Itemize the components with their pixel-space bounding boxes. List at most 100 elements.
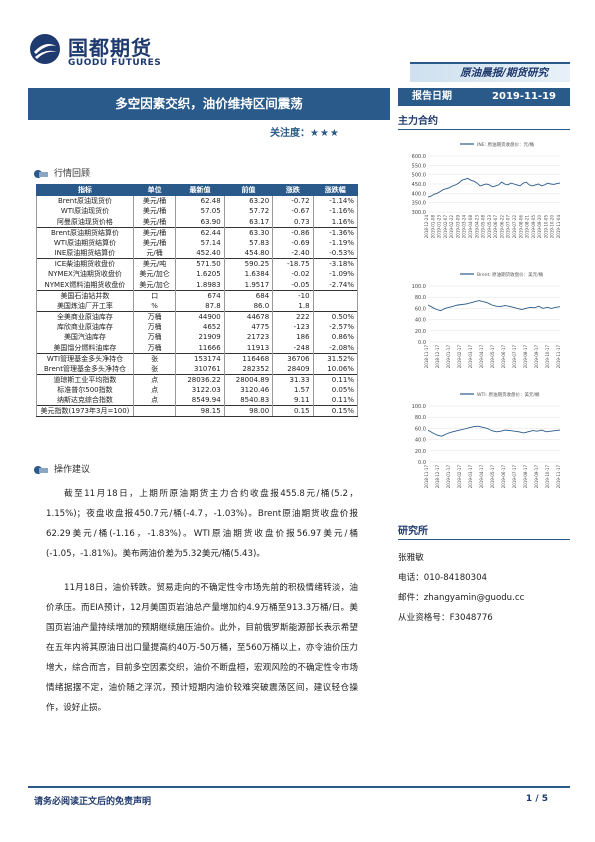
researcher-name: 张雅敏 bbox=[398, 553, 424, 563]
date-value: 2019-11-19 bbox=[492, 91, 556, 102]
y-tick-label: 20.0 bbox=[415, 449, 426, 455]
x-tick-label: 2018-11-17 bbox=[424, 465, 429, 489]
star-rating-icon: ★★★ bbox=[310, 128, 340, 139]
y-tick-label: 400.0 bbox=[412, 191, 426, 197]
table-cell-latest: 571.50 bbox=[175, 258, 225, 269]
x-tick-label: 2019-09-20 bbox=[537, 215, 542, 239]
logo-text-en: GUODU FUTURES bbox=[68, 58, 162, 68]
table-cell-name: 美国石油钻井数 bbox=[36, 289, 134, 301]
table-cell-pct: 0.86% bbox=[312, 332, 359, 343]
y-tick-label: 450.0 bbox=[412, 182, 426, 188]
table-row: WTI原油现货价 美元/桶 57.05 57.72 -0.67 -1.16% bbox=[36, 206, 359, 217]
table-cell-name: 纳斯达克综合指数 bbox=[36, 395, 134, 406]
table-cell-pct: -2.57% bbox=[312, 321, 359, 332]
table-cell-name: 全美商业原油库存 bbox=[36, 310, 134, 322]
table-cell-prev: 11913 bbox=[223, 342, 274, 353]
chart-ine-crude: INE: 原油期货收盘价：元/桶 600.0 550.0 500.0 450.0 400.… bbox=[402, 134, 568, 254]
table-cell-prev: 28004.89 bbox=[223, 373, 274, 385]
table-cell-unit: 美元/桶 bbox=[132, 226, 177, 238]
table-cell-prev: 63.30 bbox=[223, 226, 274, 238]
x-tick-label: 2019-09-05 bbox=[531, 215, 536, 239]
col-header: 最新值 bbox=[175, 184, 225, 196]
table-cell-prev: 98.00 bbox=[223, 405, 274, 417]
table-cell-unit: 美元/桶 bbox=[132, 216, 177, 227]
researcher-panel: 研究所 张雅敏 电话：010-84180304 邮件：zhangyamin@gu… bbox=[398, 522, 570, 628]
table-cell-change: -0.67 bbox=[272, 206, 314, 217]
x-tick-label: 2019-05-23 bbox=[487, 215, 492, 239]
table-cell-name: Brent原油现货价 bbox=[36, 195, 134, 206]
table-cell-latest: 1.8983 bbox=[175, 279, 225, 290]
table-cell-latest: 62.48 bbox=[175, 195, 225, 206]
x-tick-label: 2019-02-22 bbox=[449, 215, 454, 239]
report-type: 原油晨报/期货研究 bbox=[460, 67, 548, 79]
table-cell-name: 美国汽油库存 bbox=[36, 332, 134, 343]
table-cell-pct: 0.11% bbox=[312, 373, 359, 385]
table-cell-change: 31.33 bbox=[272, 373, 314, 385]
x-tick-label: 2019-03-09 bbox=[455, 215, 460, 239]
logo-mark-icon bbox=[30, 34, 60, 64]
x-tick-label: 2018-12-17 bbox=[435, 345, 440, 369]
y-tick-label: 40.0 bbox=[415, 318, 426, 324]
researcher-heading: 研究所 bbox=[398, 522, 570, 540]
legend-label: Brent: 原油期货收盘价：美元/桶 bbox=[477, 271, 544, 278]
table-row: INE原油期货结算价 元/桶 452.40 454.80 -2.40 -0.53% bbox=[36, 248, 359, 259]
y-tick-label: 350.0 bbox=[412, 201, 426, 207]
col-header: 涨跌 bbox=[272, 184, 314, 196]
table-cell-latest: 11666 bbox=[175, 342, 225, 353]
page-number: 1 / 5 bbox=[525, 794, 548, 804]
chart-brent-crude: Brent: 原油期货收盘价：美元/桶 100.0 80.0 60.0 40.0 20.0… bbox=[402, 264, 568, 384]
x-tick-label: 2019-10-05 bbox=[543, 215, 548, 239]
table-cell-prev: 4775 bbox=[223, 321, 274, 332]
x-tick-label: 2019-10-17 bbox=[545, 345, 550, 369]
table-cell-name: 美元指数(1973年3月=100) bbox=[36, 405, 134, 417]
table-cell-unit: 美元/吨 bbox=[132, 258, 177, 269]
disclaimer-note: 请务必阅读正文后的免责声明 bbox=[34, 797, 152, 807]
table-cell-prev: 8540.83 bbox=[223, 395, 274, 406]
table-cell-latest: 62.44 bbox=[175, 226, 225, 238]
paragraph-analysis: 11月18日，油价转跌。贸易走向的不确定性令市场先前的积极情绪转淡，油价承压。而… bbox=[46, 578, 358, 718]
y-tick-label: 40.0 bbox=[415, 438, 426, 444]
section-operation: 操作建议 bbox=[34, 462, 90, 475]
footer: 请务必阅读正文后的免责声明 1 / 5 bbox=[28, 786, 570, 807]
x-tick-label: 2019-05-17 bbox=[490, 465, 495, 489]
y-tick-label: 20.0 bbox=[415, 329, 426, 335]
table-cell-unit: 万桶 bbox=[132, 332, 177, 343]
table-cell-name: 库欣商业原油库存 bbox=[36, 321, 134, 332]
y-tick-label: 500.0 bbox=[412, 173, 426, 179]
table-cell-name: NYMEX燃料油期货收盘价 bbox=[36, 279, 134, 290]
x-tick-label: 2018-12-17 bbox=[435, 465, 440, 489]
table-cell-pct: 10.06% bbox=[312, 363, 359, 374]
table-cell-change: -0.86 bbox=[272, 226, 314, 238]
table-cell-unit: 万桶 bbox=[132, 321, 177, 332]
quote-table: 指标 单位 最新值 前值 涨跌 涨跌幅 Brent原油现货价 美元/桶 62.48 6… bbox=[36, 184, 359, 417]
x-tick-label: 2019-07-17 bbox=[512, 345, 517, 369]
section-title: 操作建议 bbox=[54, 465, 91, 475]
table-row: 阿曼原油现货价格 美元/桶 63.90 63.17 0.73 1.16% bbox=[36, 216, 359, 227]
table-cell-prev: 57.83 bbox=[223, 237, 274, 248]
table-cell-pct bbox=[312, 300, 359, 311]
x-tick-label: 2019-11-17 bbox=[556, 345, 561, 369]
table-cell-change: 28409 bbox=[272, 363, 314, 374]
table-cell-change: -18.75 bbox=[272, 258, 314, 269]
x-tick-label: 2019-03-17 bbox=[468, 465, 473, 489]
table-cell-latest: 310761 bbox=[175, 363, 225, 374]
researcher-cert: 从业资格号：F3048776 bbox=[398, 613, 493, 623]
table-cell-latest: 674 bbox=[175, 289, 225, 301]
table-cell-unit: 点 bbox=[132, 384, 177, 395]
table-cell-pct: 0.11% bbox=[312, 395, 359, 406]
x-tick-label: 2019-10-20 bbox=[550, 215, 555, 239]
table-row: 库欣商业原油库存 万桶 4652 4775 -123 -2.57% bbox=[36, 321, 359, 332]
focus-rating: 关注度：★★★ bbox=[270, 124, 340, 139]
table-row: WTI原油期货结算价 美元/桶 57.14 57.83 -0.69 -1.19% bbox=[36, 237, 359, 248]
x-tick-label: 2019-05-17 bbox=[490, 345, 495, 369]
table-cell-latest: 98.15 bbox=[175, 405, 225, 417]
table-cell-pct: -1.36% bbox=[312, 226, 359, 238]
table-cell-name: 标准普尔500指数 bbox=[36, 384, 134, 395]
y-tick-label: 600.0 bbox=[412, 154, 426, 160]
table-cell-change: -10 bbox=[272, 289, 314, 301]
page-title: 多空因素交织，油价维持区间震荡 bbox=[115, 96, 303, 111]
table-cell-latest: 8549.94 bbox=[175, 395, 225, 406]
table-cell-latest: 57.14 bbox=[175, 237, 225, 248]
table-row: Brent原油现货价 美元/桶 62.48 63.20 -0.72 -1.14% bbox=[36, 195, 359, 206]
focus-label: 关注度： bbox=[270, 128, 310, 139]
